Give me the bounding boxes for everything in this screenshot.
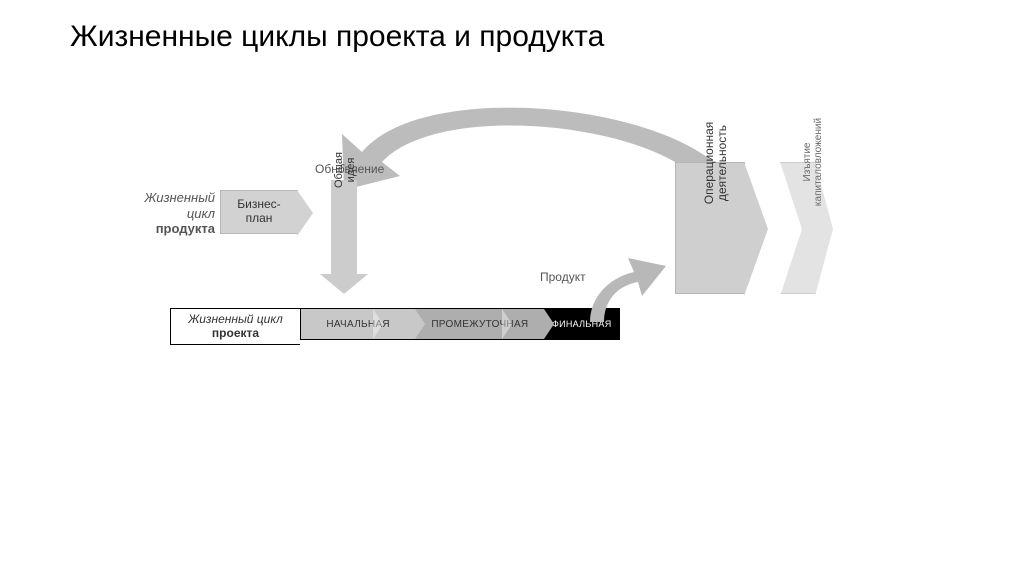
product-label: Продукт: [540, 270, 586, 284]
slide-title: Жизненные циклы проекта и продукта: [70, 20, 604, 54]
text: Жизненный цикл: [188, 312, 283, 326]
product-lifecycle-label: Жизненный цикл продукта: [120, 190, 215, 237]
product-arrow: [570, 250, 670, 325]
operations-text: Операционная деятельность: [703, 98, 729, 228]
text: Бизнес- план: [237, 198, 280, 226]
lifecycle-diagram: Жизненный цикл продукта Бизнес- план Обн…: [120, 100, 900, 420]
text: Общая идея: [334, 130, 357, 210]
phase-initial: НАЧАЛЬНАЯ: [301, 309, 415, 339]
text: цикл: [187, 206, 215, 221]
divestment-text: Изъятие капиталовложений: [802, 98, 824, 226]
business-plan-box: Бизнес- план: [220, 190, 298, 234]
project-lifecycle-label: Жизненный цикл проекта: [170, 308, 300, 345]
text-bold: продукта: [156, 221, 215, 236]
text: Жизненный: [144, 190, 215, 205]
text-bold: проекта: [212, 326, 259, 340]
phase-intermediate: ПРОМЕЖУТОЧНАЯ: [415, 309, 544, 339]
general-idea-arrow: Общая идея: [320, 180, 368, 300]
text: ПРОМЕЖУТОЧНАЯ: [431, 319, 528, 330]
